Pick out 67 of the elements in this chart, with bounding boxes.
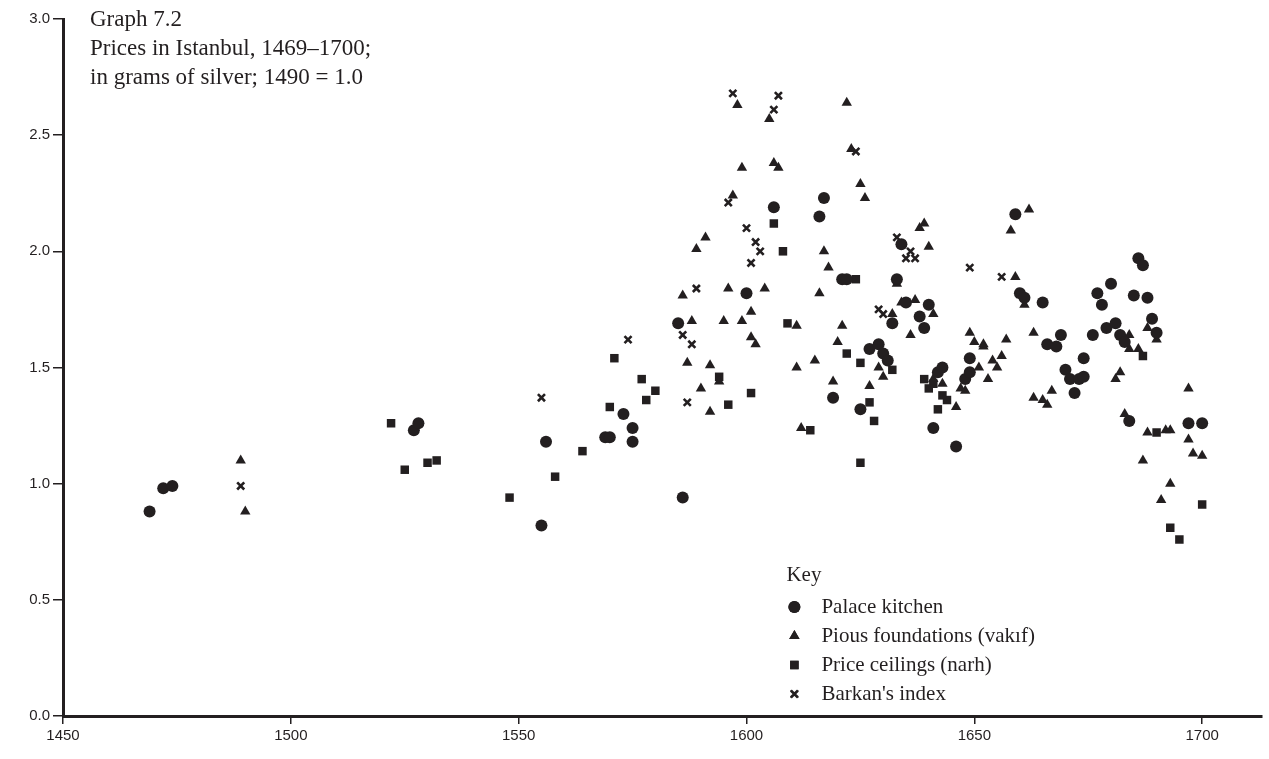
point: [651, 386, 660, 395]
point: [806, 425, 815, 435]
point: [924, 384, 934, 393]
point: [536, 392, 547, 403]
point: [727, 88, 738, 99]
point: [432, 456, 441, 465]
point: [996, 272, 1007, 282]
point: [888, 365, 897, 375]
legend-label: Barkan's index: [821, 680, 947, 705]
y-tick-label: 1.0: [29, 473, 50, 491]
point: [386, 419, 396, 428]
point: [1197, 500, 1207, 509]
chart-title: Graph 7.2: [90, 5, 182, 33]
point: [856, 458, 865, 467]
point: [610, 353, 619, 363]
point: [400, 465, 409, 474]
point: [505, 493, 514, 502]
point: [892, 232, 902, 243]
point: [677, 330, 688, 340]
x-tick-label: 1550: [501, 726, 536, 744]
y-tick-label: 2.5: [29, 125, 50, 143]
point: [769, 219, 779, 228]
point: [1152, 428, 1161, 437]
point: [1175, 535, 1184, 544]
legend-label: Palace kitchen: [821, 593, 944, 618]
point: [755, 246, 765, 257]
point: [856, 358, 865, 368]
point: [933, 405, 943, 414]
point: [842, 349, 851, 358]
point: [691, 283, 702, 294]
point: [773, 90, 784, 101]
point: [865, 398, 874, 407]
point: [746, 258, 756, 268]
point: [783, 319, 792, 328]
x-tick-label: 1650: [957, 726, 992, 744]
point: [550, 472, 560, 481]
y-tick-label: 1.5: [29, 357, 50, 375]
point: [682, 397, 693, 408]
point: [1166, 523, 1175, 533]
point: [778, 247, 788, 256]
point: [724, 400, 733, 409]
point: [723, 197, 734, 208]
point: [769, 104, 779, 115]
y-tick-label: 2.0: [29, 241, 50, 259]
x-tick-label: 1500: [274, 726, 308, 744]
legend-title: Key: [786, 561, 822, 586]
point: [878, 309, 889, 319]
point: [873, 304, 884, 315]
y-tick-label: 3.0: [29, 9, 50, 27]
point: [741, 223, 752, 233]
y-tick-label: 0.5: [29, 589, 50, 607]
point: [686, 339, 697, 350]
legend-label: Price ceilings (narh): [821, 651, 992, 676]
y-tick-label: 0.0: [29, 706, 50, 724]
point: [851, 146, 861, 157]
legend-label: Pious foundations (vakıf): [821, 622, 1035, 647]
x-tick-label: 1450: [46, 726, 80, 744]
point: [623, 334, 633, 345]
point: [637, 374, 646, 384]
point: [235, 481, 246, 491]
point: [423, 458, 432, 467]
point: [578, 446, 587, 456]
text: Prices in Istanbul, 1469–1700; in grams of silver; 1490 = 1.0: [90, 34, 373, 91]
x-tick-label: 1700: [1185, 726, 1219, 744]
x-tick-label: 1600: [729, 726, 764, 744]
point: [750, 237, 761, 247]
point: [964, 262, 975, 273]
